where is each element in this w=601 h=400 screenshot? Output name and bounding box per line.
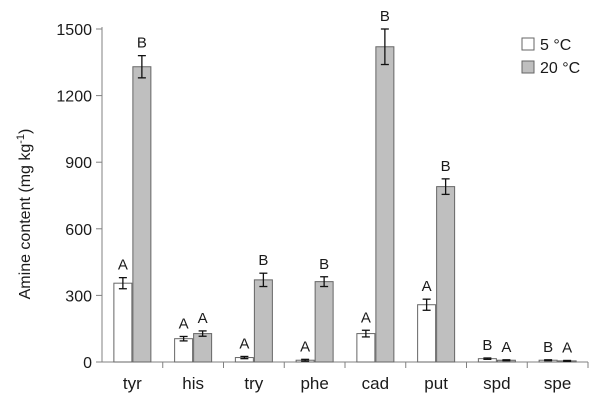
- x-tick-label-try: try: [244, 374, 263, 393]
- x-tick-label-put: put: [424, 374, 448, 393]
- significance-label: B: [482, 337, 492, 354]
- y-tick-label: 900: [65, 155, 92, 172]
- legend-entry: 5 °C: [540, 37, 571, 54]
- significance-label: B: [137, 35, 147, 52]
- bar-try-20c: [253, 279, 273, 363]
- x-tick-label-cad: cad: [362, 374, 389, 393]
- significance-label: A: [198, 310, 208, 327]
- significance-label: B: [319, 256, 329, 273]
- x-tick-label-spd: spd: [483, 374, 510, 393]
- significance-label: A: [300, 338, 310, 355]
- significance-label: B: [258, 252, 268, 269]
- bar-phe-20c: [314, 281, 334, 363]
- significance-label: A: [501, 339, 511, 356]
- y-tick-label: 300: [65, 288, 92, 305]
- bar-put-20c: [436, 186, 456, 363]
- bar-his-20c: [193, 333, 213, 363]
- significance-label: B: [441, 158, 451, 175]
- y-axis-label: Amine content (mg kg-1): [15, 129, 34, 300]
- significance-label: A: [422, 278, 432, 295]
- axes: 0 300 600 900 1200 1500 tyr his try phe cad put spd s…: [56, 22, 589, 393]
- x-tick-label-spe: spe: [544, 374, 571, 393]
- significance-label: B: [380, 8, 390, 25]
- bar-put-5c: [417, 304, 437, 363]
- bar-cad-20c: [375, 46, 395, 363]
- bar-tyr-20c: [132, 66, 152, 363]
- x-tick-label-his: his: [182, 374, 204, 393]
- bar-cad-5c: [356, 333, 376, 363]
- significance-label: B: [543, 339, 553, 356]
- significance-label: A: [118, 257, 128, 274]
- y-tick-label: 1200: [56, 89, 92, 106]
- bars: [113, 28, 577, 363]
- y-tick-label: 600: [65, 222, 92, 239]
- y-tick-label: 0: [83, 355, 92, 372]
- significance-label: A: [562, 339, 572, 356]
- significance-label: A: [361, 309, 371, 326]
- bar-his-5c: [174, 338, 194, 363]
- legend-swatch: [521, 37, 535, 51]
- legend-swatch: [521, 60, 535, 74]
- x-tick-label-phe: phe: [300, 374, 328, 393]
- bar-tyr-5c: [113, 282, 133, 363]
- y-tick-label: 1500: [56, 22, 92, 39]
- legend: 5 °C 20 °C: [521, 37, 580, 77]
- x-tick-label-tyr: tyr: [123, 374, 142, 393]
- significance-label: A: [179, 315, 189, 332]
- legend-entry: 20 °C: [540, 60, 580, 77]
- significance-label: A: [239, 335, 249, 352]
